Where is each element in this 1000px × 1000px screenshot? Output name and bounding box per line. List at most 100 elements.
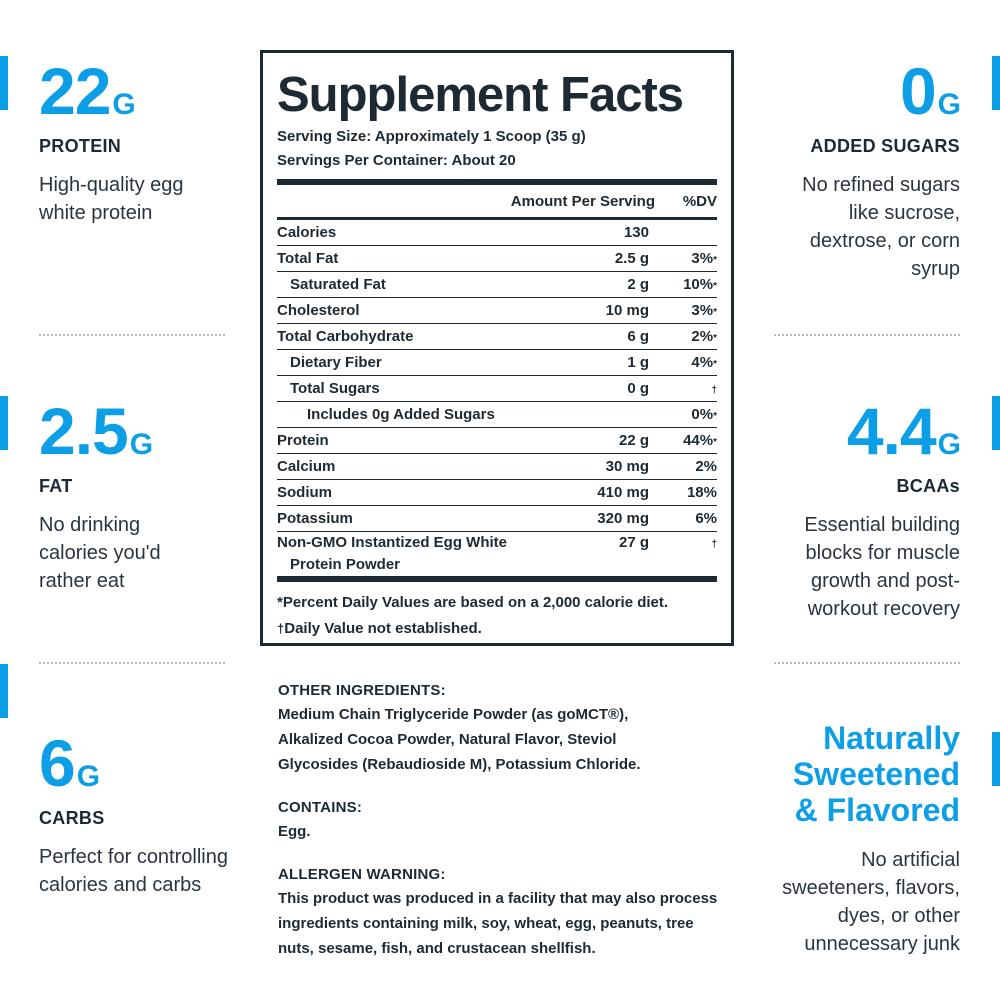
accent-bar [992,56,1000,110]
row-name: Includes 0g Added Sugars [307,406,495,423]
facts-row: Includes 0g Added Sugars 0%* [277,401,717,427]
stat-naturally-sweetened: Naturally Sweetened & Flavored No artifi… [730,720,960,958]
section-heading: ALLERGEN WARNING: [278,866,446,883]
stat-value: 6G [39,726,100,800]
stat-bcaas: 4.4G BCAAs Essential building blocks for… [730,394,961,623]
contains: CONTAINS: Egg. [278,797,738,844]
stat-description: No artificial sweeteners, flavors, dyes,… [782,849,960,955]
supplement-facts-panel: Supplement Facts Serving Size: Approxima… [260,50,734,646]
stat-protein: 22G PROTEIN High-quality egg white prote… [39,58,269,227]
row-amount: 10 mg [605,302,649,319]
row-dv: 6% [695,510,717,527]
accent-bar [0,56,8,110]
accent-bar [992,732,1000,786]
row-name-continued: Protein Powder [290,556,401,573]
row-mark: * [713,333,717,344]
row-dv: 3%* [691,302,717,319]
facts-row: Total Fat 2.5 g 3%* [277,245,717,271]
facts-row: Total Carbohydrate 6 g 2%* [277,323,717,349]
allergen-warning: ALLERGEN WARNING: This product was produ… [278,864,738,961]
row-mark: * [713,255,717,266]
row-dv: † [649,376,717,403]
headline-line: Sweetened [792,756,960,792]
row-amount: 6 g [627,328,649,345]
serving-size: Serving Size: Approximately 1 Scoop (35 … [277,128,586,145]
stat-value: 22G [39,54,136,128]
row-name: Protein [277,432,329,449]
stat-description: Perfect for controlling calories and car… [39,846,228,896]
dotted-divider [39,662,225,664]
row-amount: 410 mg [597,484,649,501]
ingredients-block: OTHER INGREDIENTS: Medium Chain Triglyce… [278,680,738,981]
row-name: Calcium [277,458,336,475]
stat-description: High-quality egg white protein [39,174,184,224]
stat-description: No refined sugars like sucrose, dextrose… [802,174,960,280]
stat-label: BCAAs [896,476,960,496]
row-name: Dietary Fiber [290,354,382,371]
facts-row: Dietary Fiber 1 g 4%* [277,349,717,375]
thick-rule [277,179,717,185]
row-amount: 2.5 g [614,250,649,267]
row-mark: * [713,307,717,318]
servings-per-container: Servings Per Container: About 20 [277,152,516,169]
facts-row: Calories 130 [277,220,717,245]
row-mark: † [711,385,717,396]
row-dv: 0%* [691,406,717,423]
dotted-divider [39,334,225,336]
panel-title: Supplement Facts [277,68,684,122]
stat-value: 2.5G [39,394,153,468]
footnote-percent: *Percent Daily Values are based on a 2,0… [277,594,669,611]
dotted-divider [774,662,960,664]
row-name: Potassium [277,510,353,527]
stat-label: CARBS [39,808,105,828]
row-name: Saturated Fat [290,276,386,293]
facts-rows: Calories 130 Total Fat 2.5 g 3%* Saturated Fa… [277,220,717,531]
facts-row: Sodium 410 mg 18% [277,479,717,505]
row-name: Calories [277,224,337,241]
header-amount: Amount Per Serving [510,192,655,210]
facts-row: Non-GMO Instantized Egg White Protein Po… [277,531,717,576]
row-amount: 22 g [618,432,649,449]
dotted-divider [774,334,960,336]
section-heading: CONTAINS: [278,799,363,816]
facts-row: Saturated Fat 2 g 10%* [277,271,717,297]
stat-label: ADDED SUGARS [810,136,960,156]
footnote-dagger: †Daily Value not established. [277,620,482,637]
row-dv: 2%* [691,328,717,345]
facts-header: Amount Per Serving %DV [277,185,717,217]
row-mark: * [713,281,717,292]
row-name: Total Sugars [290,380,380,397]
other-ingredients: OTHER INGREDIENTS: Medium Chain Triglyce… [278,680,738,777]
facts-row: Cholesterol 10 mg 3%* [277,297,717,323]
thick-rule [277,576,717,582]
section-body: Medium Chain Triglyceride Powder (as goM… [278,706,641,773]
row-amount: 1 g [627,354,649,371]
row-name: Total Carbohydrate [277,328,414,345]
stat-fat: 2.5G FAT No drinking calories you'd rath… [39,398,269,595]
row-dv: 44%* [683,432,717,449]
stat-description: No drinking calories you'd rather eat [39,514,161,592]
headline-line: & Flavored [794,792,960,828]
accent-bar [992,396,1000,450]
accent-bar [0,396,8,450]
row-amount: 2 g [627,276,649,293]
row-amount: 320 mg [597,510,649,527]
section-body: Egg. [278,823,311,840]
row-dv: 3%* [691,250,717,267]
row-mark: * [713,437,717,448]
row-amount: 30 mg [605,458,649,475]
stat-value: 0G [899,54,961,128]
stat-label: FAT [39,476,73,496]
facts-row: Potassium 320 mg 6% [277,505,717,531]
mid-rule [277,217,717,220]
accent-bar [0,664,8,718]
stat-value: 4.4G [846,394,961,468]
row-amount: 130 [623,224,649,241]
row-dv: 10%* [683,276,717,293]
stat-carbs: 6G CARBS Perfect for controlling calorie… [39,730,269,899]
row-mark: * [713,359,717,370]
row-dv: 18% [686,484,717,501]
row-mark: † [711,539,717,550]
section-body: This product was produced in a facility … [278,890,718,957]
stat-description: Essential building blocks for muscle gro… [804,514,960,620]
